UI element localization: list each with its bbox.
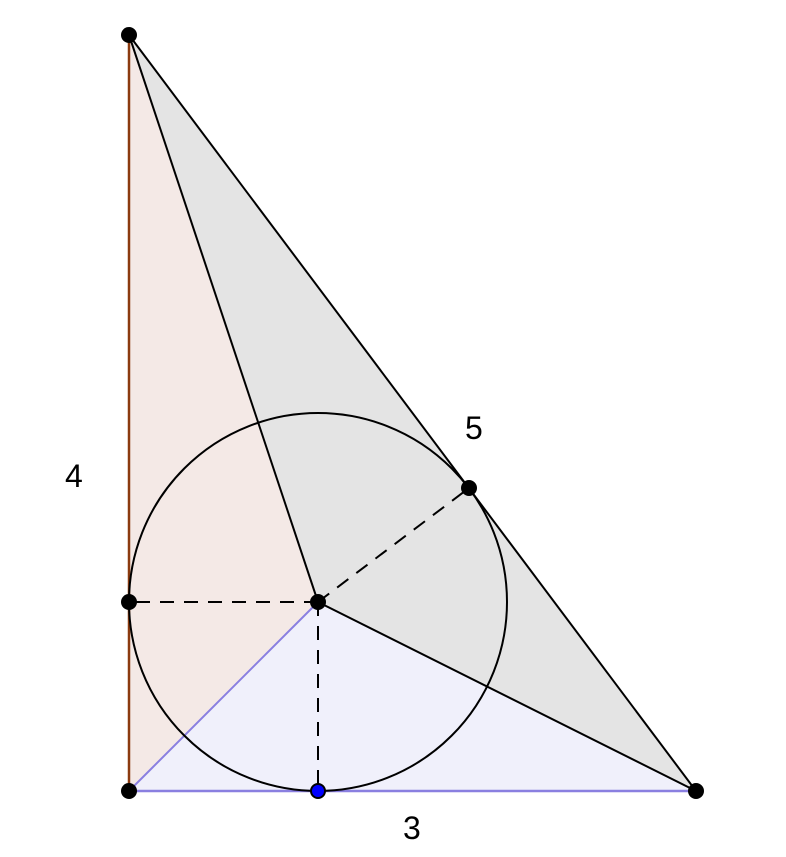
- point-a[interactable]: [121, 27, 137, 43]
- point-tangent-left[interactable]: [121, 594, 137, 610]
- segment-ic: [317, 601, 697, 792]
- label-left-side: 4: [65, 458, 83, 494]
- radius-hypotenuse-dashed: [317, 487, 470, 603]
- point-tangent-bottom[interactable]: [310, 783, 326, 799]
- point-tangent-hypotenuse[interactable]: [461, 480, 477, 496]
- label-hypotenuse: 5: [465, 410, 483, 446]
- point-b[interactable]: [121, 783, 137, 799]
- point-incenter[interactable]: [310, 594, 326, 610]
- point-c[interactable]: [688, 783, 704, 799]
- label-bottom-side: 3: [403, 810, 421, 846]
- hypotenuse-ac: [128, 34, 697, 792]
- triangle-a-b-i: [129, 35, 318, 791]
- segment-bi: [128, 601, 319, 792]
- segment-ai: [128, 34, 319, 603]
